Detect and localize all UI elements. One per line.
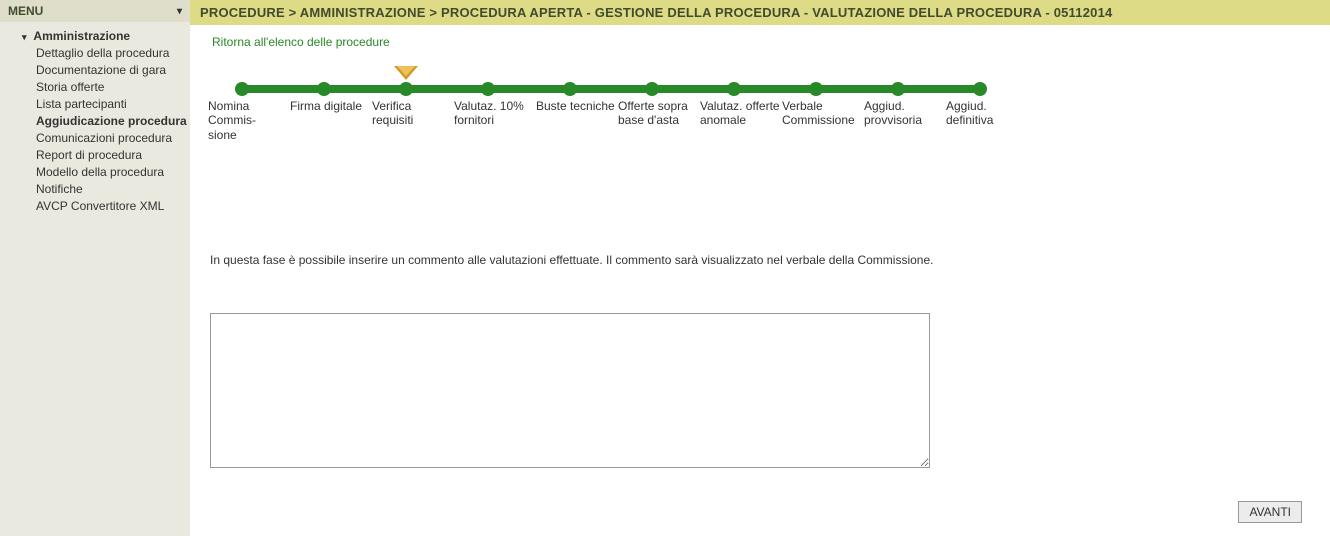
sidebar-item-4[interactable]: Aggiudicazione procedura	[12, 113, 190, 130]
content: Ritorna all'elenco delle procedure Nomin…	[190, 25, 1330, 488]
main: PROCEDURE > AMMINISTRAZIONE > PROCEDURA …	[190, 0, 1330, 536]
progress-node-4[interactable]	[563, 82, 577, 96]
progress-label-8: Aggiud. provvisoria	[864, 99, 944, 128]
app-container: MENU ▾ Amministrazione Dettaglio della p…	[0, 0, 1330, 536]
progress-label-0: Nomina Commis-sione	[208, 99, 288, 142]
progress-node-7[interactable]	[809, 82, 823, 96]
sidebar-item-9[interactable]: AVCP Convertitore XML	[12, 198, 190, 215]
sidebar-item-2[interactable]: Storia offerte	[12, 79, 190, 96]
progress-label-7: Verbale Commissione	[782, 99, 862, 128]
menu-section-label: Amministrazione	[33, 29, 130, 43]
sidebar-item-5[interactable]: Comunicazioni procedura	[12, 130, 190, 147]
progress-line	[242, 85, 980, 93]
return-link[interactable]: Ritorna all'elenco delle procedure	[212, 35, 390, 49]
menu-header[interactable]: MENU ▾	[0, 0, 190, 22]
sidebar: MENU ▾ Amministrazione Dettaglio della p…	[0, 0, 190, 536]
progress-node-8[interactable]	[891, 82, 905, 96]
progress-node-3[interactable]	[481, 82, 495, 96]
progress-label-3: Valutaz. 10% fornitori	[454, 99, 534, 128]
progress-label-1: Firma digitale	[290, 99, 370, 113]
progress-node-5[interactable]	[645, 82, 659, 96]
sidebar-item-1[interactable]: Documentazione di gara	[12, 62, 190, 79]
sidebar-item-7[interactable]: Modello della procedura	[12, 164, 190, 181]
progress-label-5: Offerte sopra base d'asta	[618, 99, 698, 128]
progress-label-2: Verifica requisiti	[372, 99, 452, 128]
next-button[interactable]: AVANTI	[1238, 501, 1302, 523]
chevron-down-icon: ▾	[177, 6, 182, 17]
menu-items: Amministrazione Dettaglio della procedur…	[0, 22, 190, 219]
breadcrumb: PROCEDURE > AMMINISTRAZIONE > PROCEDURA …	[190, 0, 1330, 25]
progress-label-6: Valutaz. offerte anomale	[700, 99, 780, 128]
progress-node-2[interactable]	[399, 82, 413, 96]
comment-textarea[interactable]	[210, 313, 930, 468]
progress-label-9: Aggiud. definitiva	[946, 99, 1026, 128]
progress-pointer-icon	[394, 66, 418, 80]
progress-node-1[interactable]	[317, 82, 331, 96]
progress-node-0[interactable]	[235, 82, 249, 96]
menu-section-amministrazione[interactable]: Amministrazione	[12, 26, 190, 45]
progress-node-6[interactable]	[727, 82, 741, 96]
progress-label-4: Buste tecniche	[536, 99, 616, 113]
progress-node-9[interactable]	[973, 82, 987, 96]
sidebar-item-8[interactable]: Notifiche	[12, 181, 190, 198]
sidebar-item-0[interactable]: Dettaglio della procedura	[12, 45, 190, 62]
progress-bar: Nomina Commis-sioneFirma digitaleVerific…	[210, 63, 1310, 133]
sidebar-item-6[interactable]: Report di procedura	[12, 147, 190, 164]
menu-label: MENU	[8, 4, 43, 18]
phase-description: In questa fase è possibile inserire un c…	[210, 253, 1310, 267]
sidebar-item-3[interactable]: Lista partecipanti	[12, 96, 190, 113]
